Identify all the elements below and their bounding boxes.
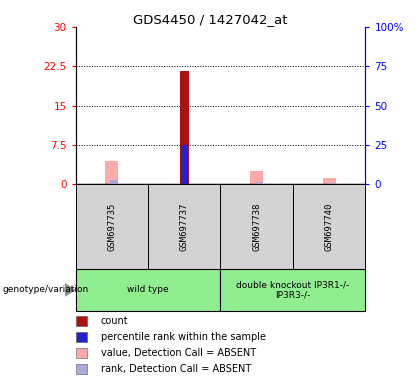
Bar [105,161,118,184]
Bar [110,180,118,184]
Text: genotype/variation: genotype/variation [2,285,88,295]
Text: value, Detection Call = ABSENT: value, Detection Call = ABSENT [101,348,256,358]
Bar [220,184,293,269]
Text: GSM697738: GSM697738 [252,202,261,251]
Bar [250,171,263,184]
Text: rank, Detection Call = ABSENT: rank, Detection Call = ABSENT [101,364,251,374]
Bar [76,184,148,269]
Bar [76,269,220,311]
Bar [255,182,263,184]
Bar [327,183,336,184]
Bar [220,269,365,311]
Text: GSM697737: GSM697737 [180,202,189,251]
Text: GSM697735: GSM697735 [108,202,116,251]
Bar [180,71,189,184]
Text: wild type: wild type [127,285,169,295]
Polygon shape [65,283,76,297]
Text: double knockout IP3R1-/-
IP3R3-/-: double knockout IP3R1-/- IP3R3-/- [236,280,349,300]
Text: GSM697740: GSM697740 [325,202,333,251]
Text: count: count [101,316,129,326]
Bar [293,184,365,269]
Bar [181,145,188,184]
Text: percentile rank within the sample: percentile rank within the sample [101,332,266,342]
Text: GDS4450 / 1427042_at: GDS4450 / 1427042_at [133,13,287,26]
Bar [323,178,336,184]
Bar [148,184,221,269]
